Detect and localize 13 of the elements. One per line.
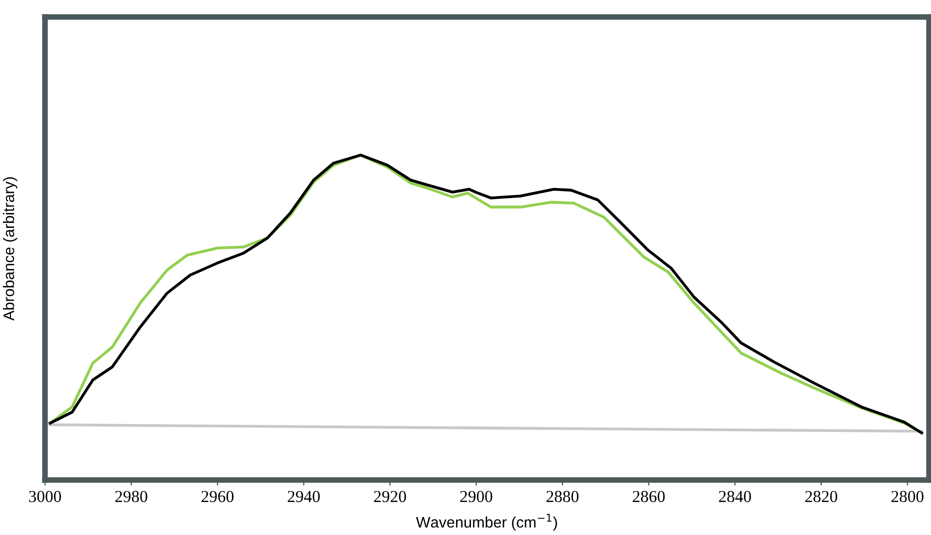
x-tick-label: 2940 <box>288 490 320 502</box>
x-tick-label: 2880 <box>546 490 578 502</box>
x-tick-label: 2840 <box>719 490 751 502</box>
y-axis-title: Abrobance (arbitrary) <box>2 177 18 321</box>
x-tick-label: 2900 <box>460 490 492 502</box>
x-tick-label: 2960 <box>202 490 234 502</box>
x-tick-label: 2920 <box>374 490 406 502</box>
x-tick-label: 3000 <box>29 490 62 502</box>
x-tick-label: 2800 <box>892 490 924 502</box>
x-tick-label: 2860 <box>632 490 665 502</box>
x-axis-title: Wavenumber (cm$^{−1}$) <box>416 514 557 531</box>
x-tick-label: 2820 <box>805 490 838 502</box>
x-tick-label: 2980 <box>115 490 148 502</box>
